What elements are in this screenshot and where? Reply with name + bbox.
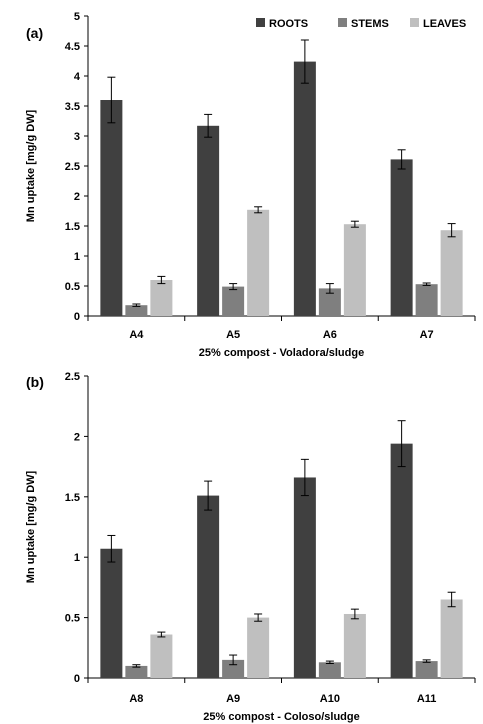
y-tick-label: 3.5 — [65, 101, 80, 113]
bar-roots — [197, 495, 220, 678]
x-tick-label: A4 — [129, 329, 144, 341]
bar-stems — [222, 659, 245, 678]
bar-stems — [222, 286, 245, 316]
y-tick-label: 1.5 — [65, 221, 80, 233]
bar-roots — [293, 477, 316, 678]
bar-roots — [100, 100, 123, 316]
bar-stems — [125, 305, 148, 316]
legend-swatch-stems — [338, 18, 347, 27]
bar-leaves — [343, 613, 366, 678]
bar-stems — [125, 665, 148, 678]
legend-swatch-leaves — [410, 18, 419, 27]
y-axis-label: Mn uptake [mg/g DW] — [25, 470, 37, 583]
y-tick-label: 2 — [74, 191, 80, 203]
bar-roots — [390, 159, 413, 316]
y-tick-label: 0 — [74, 311, 80, 323]
bar-leaves — [247, 617, 270, 678]
x-tick-label: A8 — [129, 693, 143, 705]
bar-leaves — [343, 224, 366, 316]
bar-leaves — [440, 599, 463, 678]
bar-stems — [415, 284, 438, 316]
bar-roots — [390, 443, 413, 678]
y-tick-label: 2.5 — [65, 371, 80, 383]
y-tick-label: 3 — [74, 131, 80, 143]
legend-label-stems: STEMS — [351, 18, 389, 30]
panel-label: (a) — [26, 25, 43, 41]
y-tick-label: 2.5 — [65, 161, 80, 173]
x-tick-label: A7 — [420, 329, 434, 341]
y-tick-label: 2 — [74, 431, 80, 443]
bar-leaves — [440, 230, 463, 316]
y-tick-label: 4.5 — [65, 41, 80, 53]
y-axis-label: Mn uptake [mg/g DW] — [25, 109, 37, 222]
legend-swatch-roots — [256, 18, 265, 27]
legend-label-leaves: LEAVES — [423, 18, 466, 30]
bar-leaves — [247, 209, 270, 316]
bar-stems — [415, 661, 438, 678]
bar-leaves — [150, 634, 173, 678]
y-tick-label: 5 — [74, 11, 80, 23]
y-tick-label: 4 — [74, 71, 81, 83]
bar-stems — [318, 662, 341, 678]
x-tick-label: A6 — [323, 329, 337, 341]
y-tick-label: 0 — [74, 673, 80, 685]
y-tick-label: 1 — [74, 251, 80, 263]
x-axis-label: 25% compost - Voladora/sludge — [199, 347, 364, 359]
x-tick-label: A9 — [226, 693, 240, 705]
bar-roots — [197, 125, 220, 316]
y-tick-label: 1.5 — [65, 492, 80, 504]
x-tick-label: A11 — [417, 693, 437, 705]
bar-roots — [293, 61, 316, 316]
bar-leaves — [150, 280, 173, 316]
legend-label-roots: ROOTS — [269, 18, 308, 30]
x-axis-label: 25% compost - Coloso/sludge — [203, 711, 359, 723]
y-tick-label: 0.5 — [65, 281, 80, 293]
y-tick-label: 1 — [74, 552, 80, 564]
panel-label: (b) — [26, 374, 44, 390]
bar-stems — [318, 288, 341, 316]
x-tick-label: A10 — [320, 693, 340, 705]
y-tick-label: 0.5 — [65, 613, 80, 625]
bar-roots — [100, 548, 123, 678]
x-tick-label: A5 — [226, 329, 240, 341]
